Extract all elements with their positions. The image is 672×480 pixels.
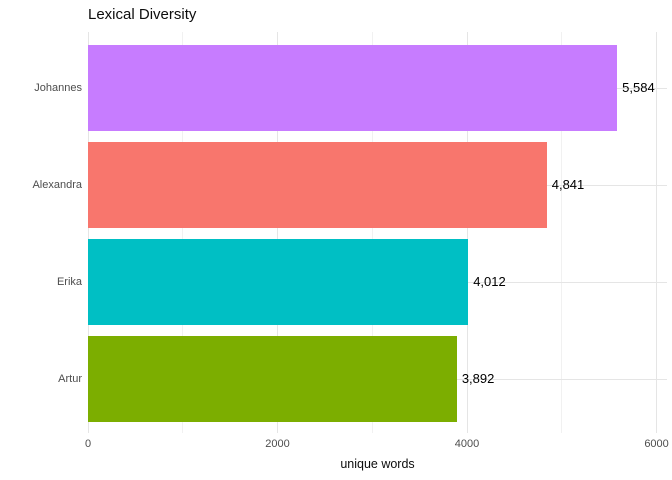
category-label: Johannes <box>34 82 82 94</box>
category-label: Alexandra <box>32 179 82 191</box>
value-label: 4,841 <box>551 177 585 192</box>
x-tick-label: 2000 <box>265 438 290 450</box>
gridline-minor <box>561 32 563 433</box>
chart-title: Lexical Diversity <box>88 6 197 23</box>
gridline-major <box>656 32 658 433</box>
x-tick-label: 6000 <box>644 438 669 450</box>
gridline-minor <box>182 32 184 433</box>
x-tick-label: 4000 <box>454 438 480 450</box>
category-label: Erika <box>56 276 82 288</box>
x-tick-label: 0 <box>84 438 92 450</box>
bar-erika <box>88 239 469 325</box>
gridline-major <box>87 32 89 433</box>
bar-artur <box>88 336 457 422</box>
gridline-major <box>466 32 468 433</box>
bar-alexandra <box>88 142 547 228</box>
gridline-minor <box>371 32 373 433</box>
x-axis-label: unique words <box>340 457 415 471</box>
value-label: 5,584 <box>622 80 655 95</box>
value-label: 4,012 <box>473 274 506 289</box>
gridline-major <box>277 32 279 433</box>
category-label: Artur <box>58 373 82 385</box>
plot-panel <box>87 32 667 433</box>
bar-johannes <box>88 45 618 131</box>
value-label: 3,892 <box>461 371 495 386</box>
